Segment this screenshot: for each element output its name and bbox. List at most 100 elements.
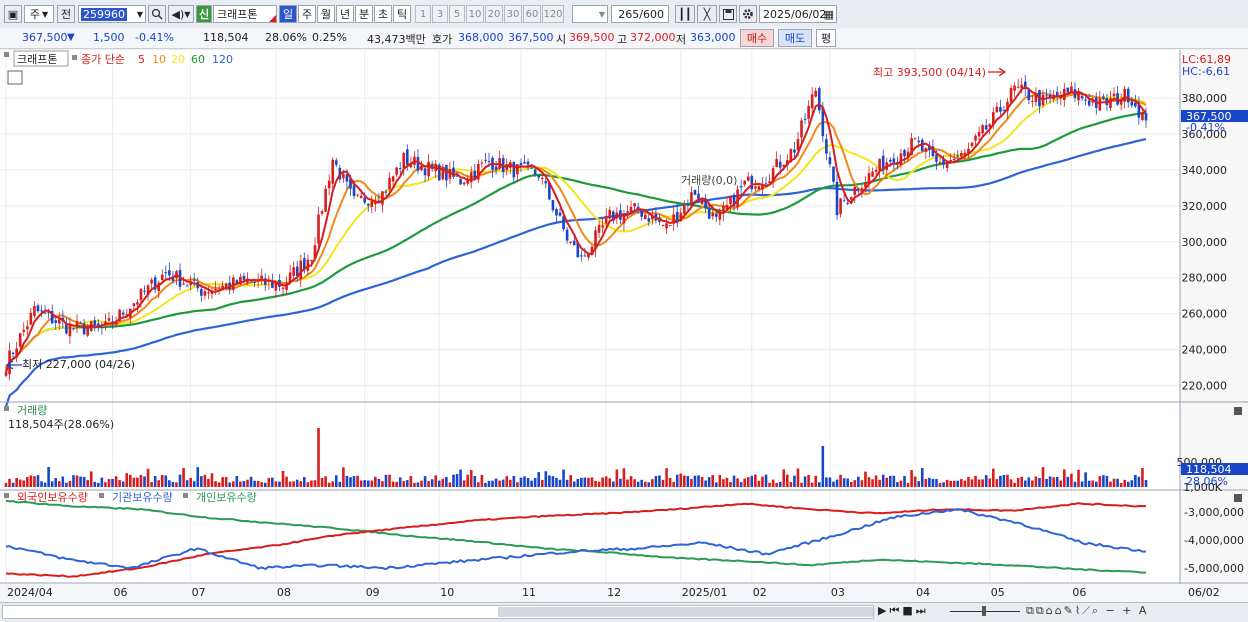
tab-minute-3[interactable]: 3 [432,5,448,23]
candle-body [1134,102,1137,107]
candle-body [57,319,61,324]
candle-body [977,131,981,137]
candle-body [22,329,26,332]
volume-bar [530,480,533,487]
prev-button[interactable]: 전 [57,5,75,23]
volume-bar [136,477,139,487]
tab-period-3[interactable]: 년 [336,5,354,23]
horizontal-scrollbar[interactable] [2,605,874,619]
volume-bar [327,482,331,487]
playback-controls[interactable]: ▶⏮■⏭ [878,604,929,617]
price-tick: 340,000 [1182,164,1228,177]
holdings-lines [5,499,1147,578]
stock-chart[interactable]: 380,000 360,000 340,000 320,000 300,000 280,0… [0,50,1248,602]
volume-bar [807,474,810,487]
volume-bar [164,475,168,487]
tab-minute-20[interactable]: 20 [485,5,503,23]
volume-bar [1141,468,1144,487]
volume-bar [565,479,569,487]
crosshair-icon[interactable]: ╳ [697,5,717,23]
tab-period-0[interactable]: 일 [279,5,297,23]
eval-button[interactable]: 평 [816,29,836,47]
candle-body [764,183,768,185]
buy-button[interactable]: 매수 [740,29,774,47]
candle-body [622,213,626,224]
volume-bar [860,480,864,487]
volume-bar [54,478,58,487]
tab-minute-1[interactable]: 1 [415,5,431,23]
candle-body [1084,99,1087,101]
drawing-tools[interactable]: ⧉⧉⌂⌂✎⌇⟋⌕ − + A [1026,604,1149,617]
candle-body [306,259,310,271]
candle-body [590,246,594,256]
tab-period-2[interactable]: 월 [317,5,335,23]
volume-bar [803,476,807,487]
tick-select[interactable]: ▼ [572,5,608,23]
corner-mark-icon [269,15,276,22]
volume-bar [288,481,292,487]
candle-body [459,179,462,185]
candle-body [871,171,874,177]
candle-body [988,124,992,128]
tab-period-1[interactable]: 주 [298,5,316,23]
x-axis-label: 05 [991,586,1005,599]
low-price: 363,000 [690,31,736,44]
search-icon[interactable] [148,5,166,23]
volume-bar [423,476,427,487]
candle-body [690,192,693,206]
candle-icon[interactable]: ┃┃ [675,5,695,23]
volume-bar [271,477,274,487]
save-icon[interactable] [719,5,737,23]
x-axis-background [0,584,1248,602]
tab-minute-5[interactable]: 5 [449,5,465,23]
tab-period-6[interactable]: 틱 [393,5,411,23]
candle-body [846,202,849,204]
stock-code-input[interactable]: 259960 ▼ [78,5,146,23]
volume-bar [679,473,683,487]
candle-body [611,211,615,221]
tab-minute-60[interactable]: 60 [523,5,541,23]
volume-bar [576,479,580,487]
sell-button[interactable]: 매도 [778,29,812,47]
candle-body [594,230,597,250]
volume-bar [945,479,949,487]
candle-body [437,164,441,181]
tab-minute-30[interactable]: 30 [504,5,522,23]
volume-bar [310,480,313,487]
gear-icon[interactable] [739,5,757,23]
tab-period-5[interactable]: 초 [374,5,392,23]
volume-bar [601,477,604,487]
volume-bar [1013,482,1016,487]
date-input[interactable]: 2025/06/02 ▦ [759,5,837,23]
tab-period-4[interactable]: 분 [355,5,373,23]
candle-body [640,210,644,217]
candle-body [526,161,530,165]
zoom-slider-handle[interactable] [982,606,986,616]
candle-body [327,180,331,189]
volume-bar [516,482,519,487]
candle-body [1126,88,1130,103]
candle-body [629,206,633,212]
volume-bar [878,479,881,487]
candle-body [679,212,683,222]
volume-bar [462,480,466,487]
tab-minute-10[interactable]: 10 [466,5,484,23]
new-badge: 신 [196,5,212,23]
lc-label: LC:61,89 [1182,53,1231,66]
candle-body [86,327,89,336]
volume-bar [1094,481,1098,487]
speaker-icon[interactable]: ◀) ▼ [168,5,194,23]
volume-bar [22,480,26,487]
volume-bar [263,482,267,487]
window-icon[interactable]: ▣ [4,5,22,23]
volume-bar [935,479,938,487]
candle-body [533,169,537,175]
scrollbar-thumb[interactable] [498,607,873,617]
candle-body [626,211,629,213]
volume-bar [817,482,821,487]
count-input[interactable]: 265/600 [611,5,669,23]
tab-minute-120[interactable]: 120 [542,5,564,23]
volume-bar [97,482,100,487]
volume-bar [445,476,448,487]
market-type-select[interactable]: 주 ▼ [24,5,54,23]
